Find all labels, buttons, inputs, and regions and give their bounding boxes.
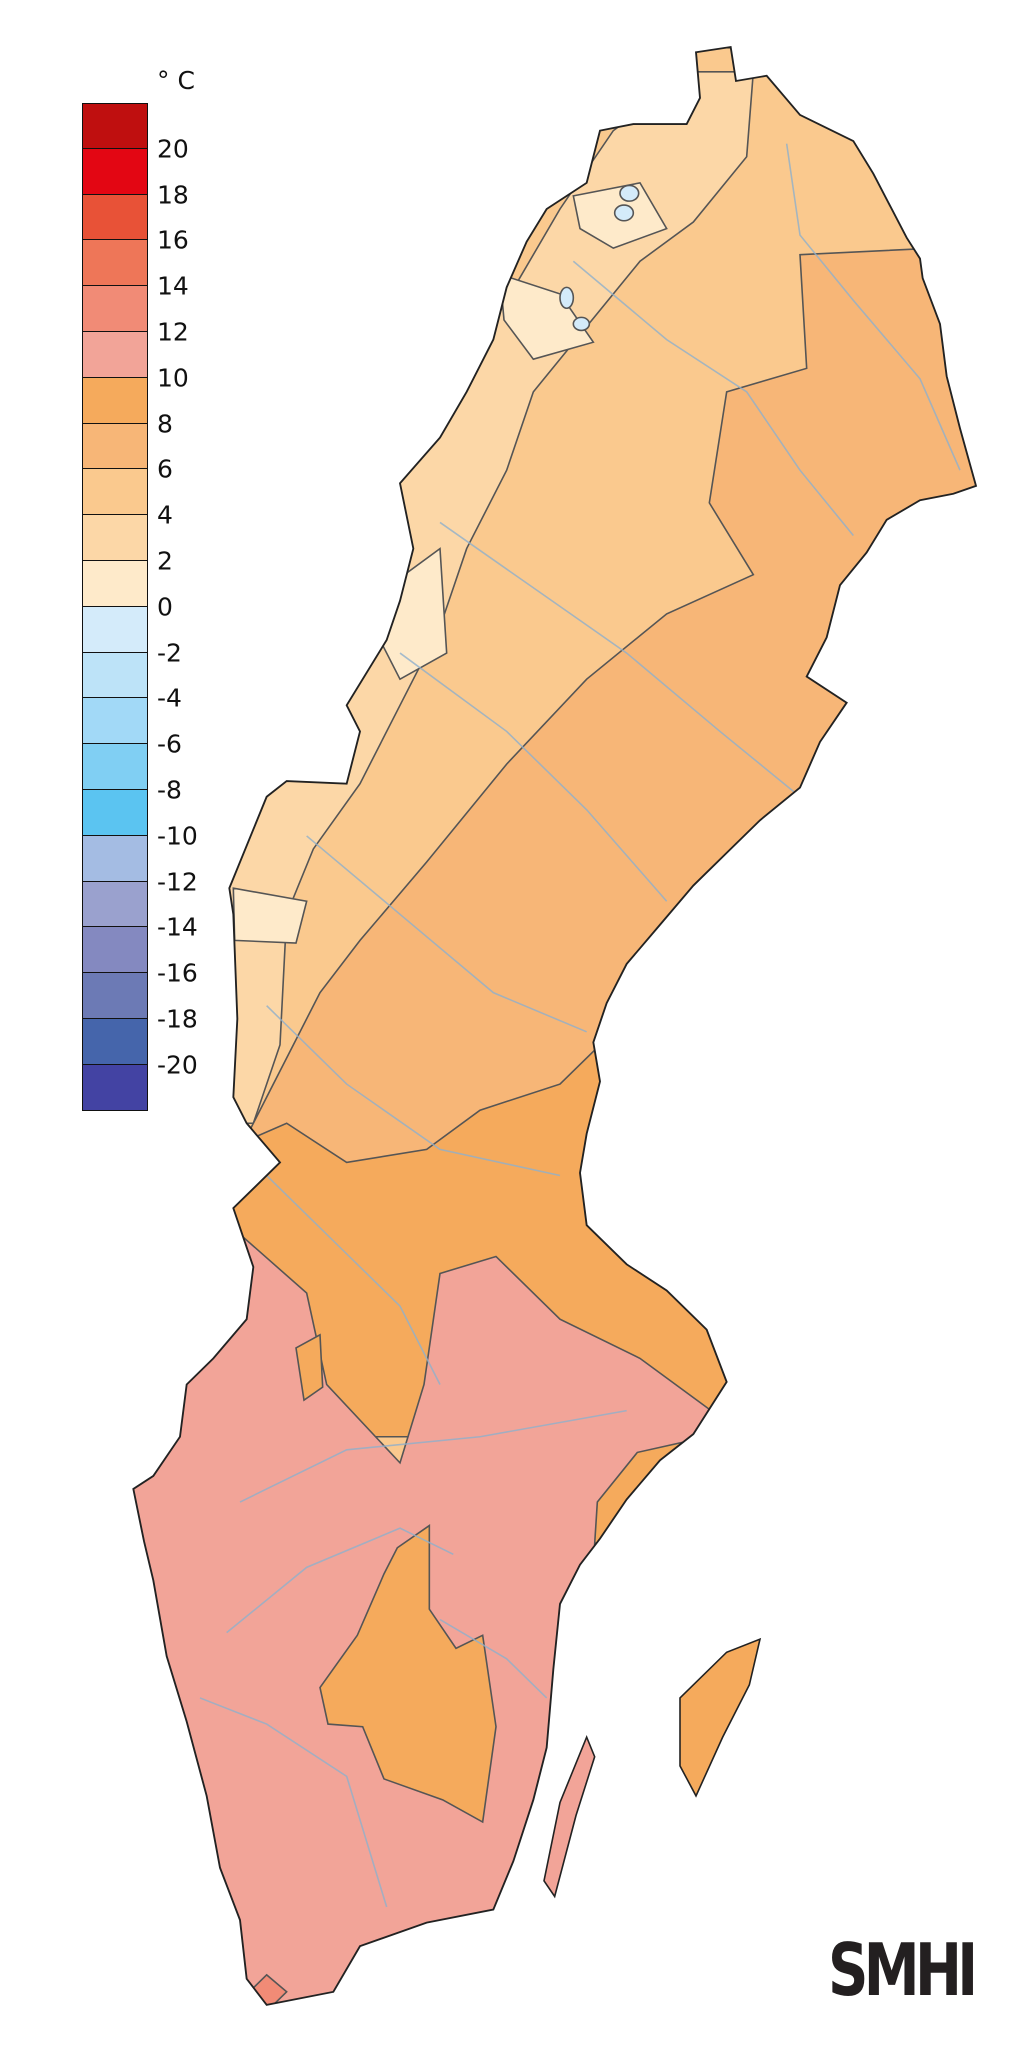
legend-label: -18: [157, 1004, 198, 1034]
legend-label: -4: [157, 683, 182, 713]
legend-label: -8: [157, 775, 182, 805]
gotland-island: [679, 1637, 762, 1798]
legend-bin: [82, 652, 148, 699]
zone-8-10: [319, 1524, 497, 1824]
river: [399, 652, 668, 902]
legend-bin: [82, 1064, 148, 1111]
legend-label: -20: [157, 1050, 198, 1080]
river: [785, 143, 961, 471]
river: [266, 1005, 561, 1177]
legend-label: -14: [157, 912, 198, 942]
zone-8-10: [295, 1333, 324, 1402]
smhi-logo: SMHI: [828, 1928, 978, 2012]
legend-bin: [82, 927, 148, 974]
legend-label: 4: [157, 500, 173, 530]
legend-bin: [82, 148, 148, 195]
legend-label: 12: [157, 317, 189, 347]
legend-label: 10: [157, 363, 189, 393]
legend-label: -10: [157, 821, 198, 851]
river: [572, 260, 854, 536]
river: [266, 1174, 441, 1385]
legend-label: -12: [157, 867, 198, 897]
legend-bin: [82, 881, 148, 928]
legend-bin: [82, 423, 148, 470]
legend-label: 20: [157, 134, 189, 164]
legend-label: 2: [157, 546, 173, 576]
legend-bin: [82, 835, 148, 882]
legend-bin: [82, 744, 148, 790]
legend-label: -16: [157, 958, 198, 988]
river: [439, 1618, 548, 1699]
legend-bin: [82, 286, 148, 332]
legend-label: -6: [157, 729, 182, 759]
legend-bin: [82, 789, 148, 836]
legend-bin: [82, 331, 148, 378]
legend-bin: [82, 240, 148, 287]
zone-below-0: [572, 316, 591, 332]
zone-0-2: [499, 273, 595, 361]
river: [239, 1409, 627, 1503]
legend-unit: ° C: [157, 66, 195, 95]
river: [199, 1697, 388, 1908]
rivers: [199, 143, 961, 1908]
legend-bin: [82, 469, 148, 516]
zone-below-0: [559, 286, 575, 310]
zone-below-0: [613, 204, 635, 222]
river: [226, 1527, 454, 1634]
sweden-outline: [132, 45, 978, 2006]
legend-bin: [82, 698, 148, 745]
legend-label: 6: [157, 454, 173, 484]
legend-label: 8: [157, 409, 173, 439]
legend-bin: [82, 103, 148, 149]
legend-label: 14: [157, 271, 189, 301]
zone-10-12: [133, 1233, 976, 2005]
legend-bin: [82, 606, 148, 653]
legend-bin: [82, 973, 148, 1019]
river: [306, 835, 587, 1033]
legend-label: 0: [157, 592, 173, 622]
legend-bin: [82, 194, 148, 241]
legend-bin: [82, 515, 148, 561]
oland-island: [543, 1735, 596, 1899]
color-legend: [82, 103, 148, 1111]
legend-bin: [82, 377, 148, 424]
legend-label: 16: [157, 225, 189, 255]
legend-bin: [82, 560, 148, 607]
legend-bin: [82, 1018, 148, 1065]
legend-label: -2: [157, 638, 182, 668]
zone-below-0: [619, 184, 640, 202]
river: [439, 521, 801, 798]
legend-label: 18: [157, 180, 189, 210]
zone-12-14: [241, 1973, 288, 2005]
